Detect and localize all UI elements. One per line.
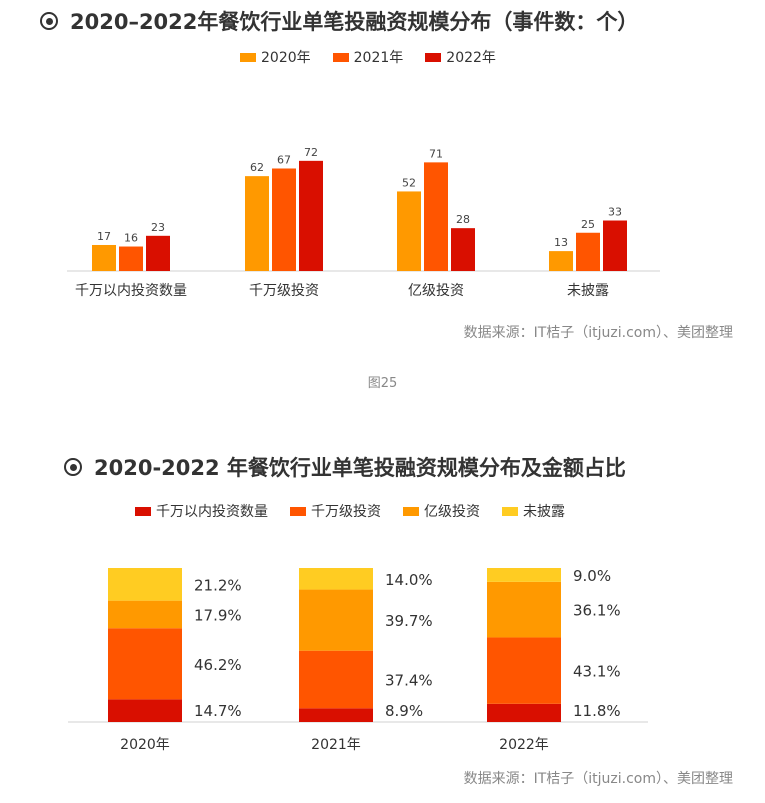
data-label: 71 <box>429 147 443 160</box>
category-label: 2022年 <box>499 737 549 753</box>
legend-item: 千万以内投资数量 <box>135 501 268 521</box>
data-label: 33 <box>608 206 622 219</box>
stacked-bar-segment <box>487 637 561 704</box>
legend-item: 未披露 <box>502 501 565 521</box>
data-label: 23 <box>151 221 165 234</box>
legend-label: 2021年 <box>353 50 404 66</box>
bar <box>119 246 143 271</box>
stacked-bar-segment <box>108 628 182 700</box>
target-icon <box>40 12 58 30</box>
data-label: 37.4% <box>385 671 433 689</box>
legend-label: 未披露 <box>523 504 565 520</box>
bar <box>245 176 269 271</box>
data-label: 17 <box>97 230 111 243</box>
data-label: 14.0% <box>385 571 433 589</box>
data-label: 8.9% <box>385 702 423 720</box>
data-label: 11.8% <box>573 702 621 720</box>
data-label: 17.9% <box>194 606 242 624</box>
chart2-source: 数据来源：IT桔子（itjuzi.com）、美团整理 <box>463 771 733 787</box>
legend-swatch <box>403 506 419 516</box>
bar <box>397 191 421 271</box>
data-label: 25 <box>581 218 595 231</box>
data-label: 28 <box>456 213 470 226</box>
stacked-bar-segment <box>108 568 182 601</box>
target-icon <box>64 458 82 476</box>
stacked-bar-segment <box>299 568 373 590</box>
data-label: 72 <box>304 146 318 159</box>
stacked-bar-segment <box>487 703 561 722</box>
bar <box>549 251 573 271</box>
stacked-bar-segment <box>487 581 561 638</box>
chart1-plot: 17 16 23 千万以内投资数量 62 67 72 千万级投资 52 71 28 亿级投资 13 25 3… <box>67 146 660 299</box>
chart2-title: 2020-2022 年餐饮行业单笔投融资规模分布及金额占比 <box>64 452 626 482</box>
data-label: 52 <box>402 176 416 189</box>
stacked-bar-segment <box>487 568 561 582</box>
chart1-legend: 2020年 2021年 2022年 <box>240 47 518 67</box>
stacked-bar-segment <box>299 708 373 722</box>
legend-swatch <box>502 506 518 516</box>
figure-caption: 图25 <box>367 376 398 391</box>
data-label: 16 <box>124 232 138 245</box>
legend-label: 2022年 <box>446 50 496 66</box>
bar <box>272 168 296 271</box>
legend-swatch <box>332 52 349 62</box>
bar <box>603 220 627 271</box>
legend-label: 2020年 <box>261 50 311 66</box>
data-label: 13 <box>554 236 568 249</box>
chart2-legend: 千万以内投资数量 千万级投资 亿级投资 未披露 <box>135 501 587 521</box>
category-label: 2021年 <box>311 737 361 753</box>
chart2-plot: 14.7% 46.2% 17.9% 21.2% 2020年 8.9% 37.4% 39.7% 1… <box>68 567 648 753</box>
category-label: 2020年 <box>120 737 170 753</box>
stacked-bar-segment <box>299 589 373 651</box>
chart1-title: 2020–2022年餐饮行业单笔投融资规模分布（事件数：个） <box>40 6 638 36</box>
chart1-source: 数据来源：IT桔子（itjuzi.com）、美团整理 <box>463 325 733 341</box>
data-label: 14.7% <box>194 702 242 720</box>
bar <box>451 228 475 271</box>
category-label: 亿级投资 <box>408 283 464 299</box>
stacked-bar-segment <box>108 699 182 722</box>
chart2-title-text: 2020-2022 年餐饮行业单笔投融资规模分布及金额占比 <box>94 456 626 480</box>
legend-item: 2021年 <box>332 47 404 67</box>
legend-label: 千万以内投资数量 <box>156 504 268 520</box>
legend-swatch <box>425 52 442 62</box>
legend-item: 2022年 <box>425 47 496 67</box>
legend-swatch <box>290 506 306 516</box>
data-label: 43.1% <box>573 663 621 681</box>
bar <box>299 160 323 271</box>
data-label: 36.1% <box>573 602 621 620</box>
legend-item: 2020年 <box>240 47 311 67</box>
data-label: 39.7% <box>385 612 433 630</box>
bar <box>424 162 448 271</box>
legend-swatch <box>240 52 256 62</box>
category-label: 千万以内投资数量 <box>75 283 187 299</box>
data-label: 67 <box>277 153 291 166</box>
data-label: 46.2% <box>194 656 242 674</box>
chart1-title-text: 2020–2022年餐饮行业单笔投融资规模分布（事件数：个） <box>70 10 639 34</box>
legend-item: 千万级投资 <box>290 501 381 521</box>
data-label: 9.0% <box>573 567 611 585</box>
data-label: 21.2% <box>194 576 242 594</box>
category-label: 千万级投资 <box>249 283 319 299</box>
legend-item: 亿级投资 <box>403 501 480 521</box>
legend-label: 亿级投资 <box>424 504 480 520</box>
bar <box>576 232 600 271</box>
bar <box>92 244 116 271</box>
data-label: 62 <box>250 161 264 174</box>
stacked-bar-segment <box>299 650 373 709</box>
bar <box>146 235 170 271</box>
legend-swatch <box>135 506 151 516</box>
legend-label: 千万级投资 <box>311 504 381 520</box>
stacked-bar-segment <box>108 600 182 629</box>
category-label: 未披露 <box>567 283 609 299</box>
